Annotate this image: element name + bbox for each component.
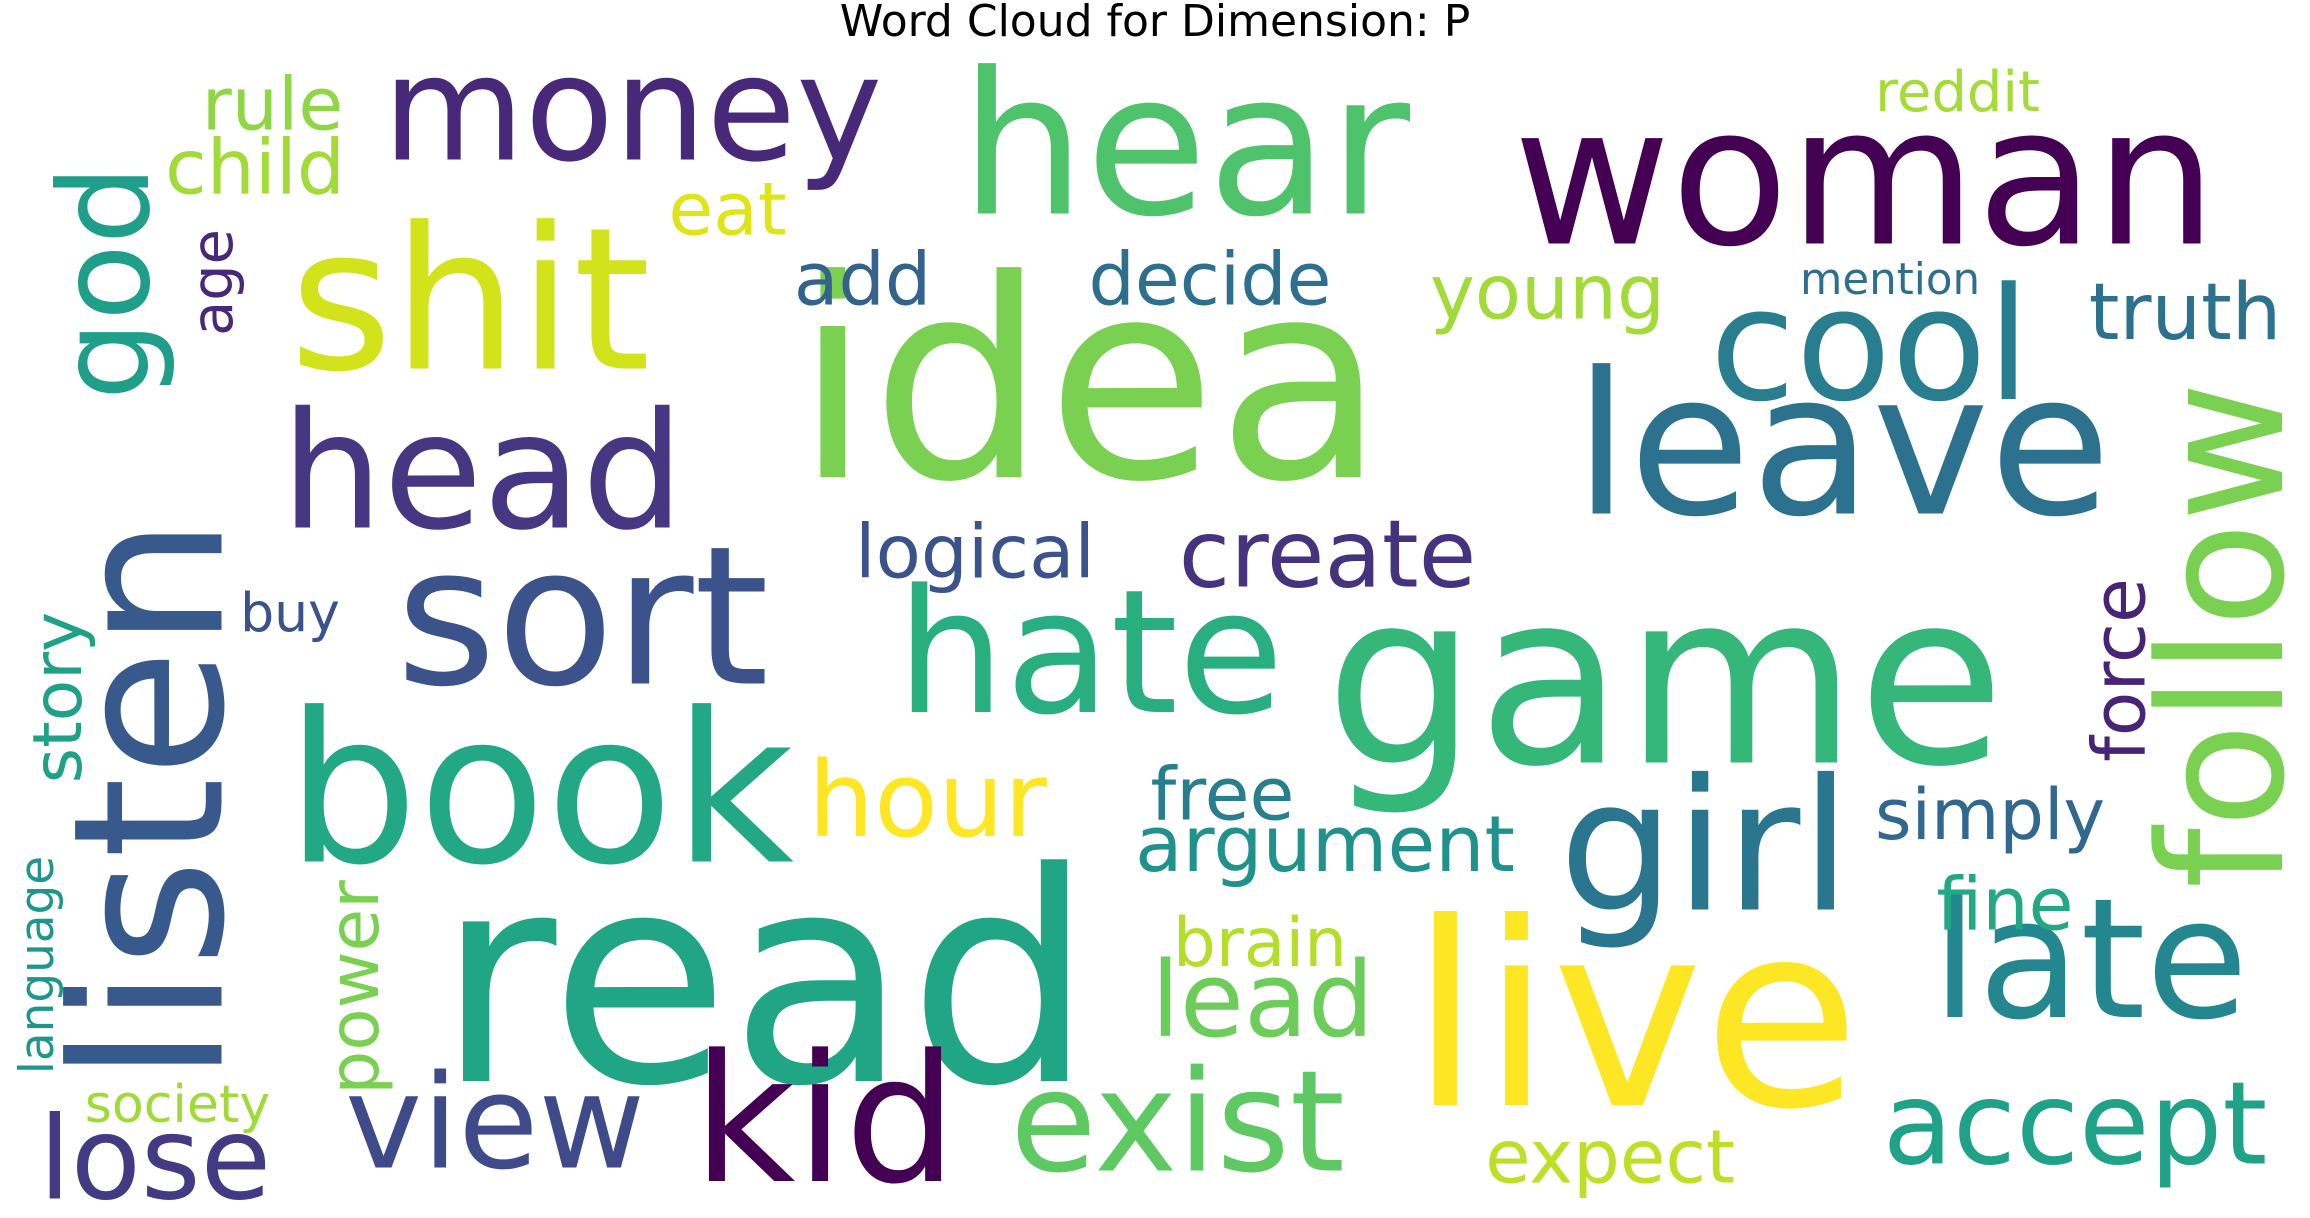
word-free: free: [1151, 753, 1295, 838]
word-force: force: [2078, 578, 2163, 762]
word-view: view: [345, 1047, 645, 1199]
word-listen: listen: [29, 517, 272, 1084]
word-hear: hear: [960, 30, 1411, 261]
word-kid: kid: [693, 1017, 957, 1218]
word-book: book: [286, 669, 794, 912]
word-power: power: [315, 880, 395, 1095]
word-argument: argument: [1135, 800, 1515, 890]
word-leave: leave: [1574, 330, 2111, 561]
word-fine: fine: [1936, 863, 2073, 948]
word-brain: brain: [1173, 903, 1347, 982]
word-reddit: reddit: [1875, 60, 2040, 125]
word-story: story: [18, 612, 97, 783]
word-simply: simply: [1875, 774, 2105, 856]
word-logical: logical: [855, 510, 1095, 596]
word-late: late: [1932, 863, 2249, 1057]
word-exist: exist: [1010, 1041, 1345, 1205]
word-game: game: [1325, 541, 2005, 820]
chart-title: Word Cloud for Dimension: P: [839, 0, 1471, 47]
word-live: live: [1410, 869, 1860, 1166]
word-money: money: [383, 26, 883, 195]
word-language: language: [10, 856, 65, 1074]
word-expect: expect: [1485, 1115, 1735, 1201]
word-follow: follow: [2122, 381, 2310, 888]
word-truth: truth: [2089, 267, 2282, 358]
word-young: young: [1430, 249, 1665, 337]
word-hour: hour: [808, 739, 1047, 861]
word-cool: cool: [1710, 254, 2031, 436]
word-woman: woman: [1513, 66, 2217, 290]
word-lead: lead: [1151, 939, 1374, 1061]
word-sort: sort: [396, 506, 769, 730]
word-add: add: [794, 238, 931, 323]
word-decide: decide: [1089, 238, 1332, 323]
word-accept: accept: [1883, 1059, 2268, 1192]
word-rule: rule: [202, 63, 343, 148]
word-eat: eat: [668, 168, 786, 253]
word-buy: buy: [240, 581, 340, 644]
word-society: society: [85, 1075, 270, 1135]
word-mention: mention: [1800, 255, 1980, 305]
word-read: read: [436, 810, 1093, 1150]
word-head: head: [281, 379, 684, 567]
word-god: god: [32, 165, 178, 400]
word-age: age: [179, 229, 246, 336]
word-shit: shit: [289, 185, 650, 416]
word-girl: girl: [1559, 742, 1851, 954]
word-hate: hate: [896, 552, 1284, 753]
word-idea: idea: [794, 222, 1385, 543]
word-child: child: [165, 124, 345, 212]
word-lose: lose: [39, 1094, 271, 1218]
word-create: create: [1179, 501, 1477, 610]
